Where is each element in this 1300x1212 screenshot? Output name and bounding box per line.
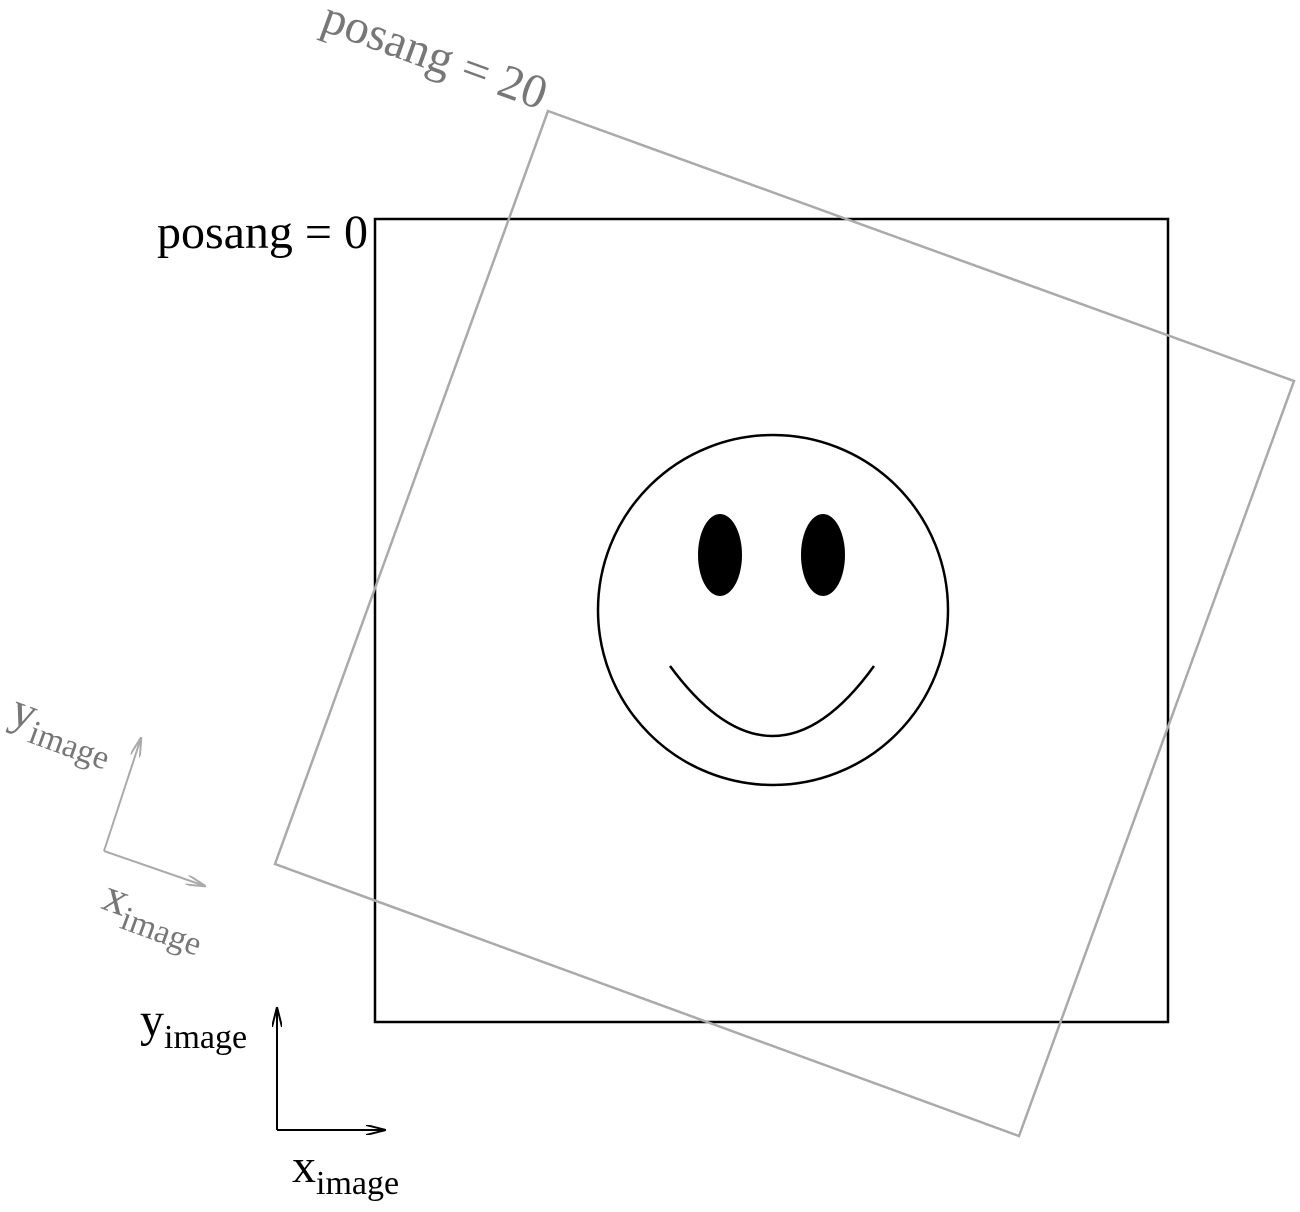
rotated-axes: yimage ximage — [1, 683, 215, 963]
left-eye — [698, 514, 742, 596]
right-eye — [801, 514, 845, 596]
upright-frame — [373, 217, 1170, 1024]
rotated-x-axis-arrow — [103, 850, 205, 886]
upright-x-axis-label: ximage — [292, 1140, 399, 1202]
rotated-frame — [273, 109, 1296, 1138]
upright-axes: yimage ximage — [140, 994, 399, 1202]
upright-frame-label: posang = 0 — [157, 206, 368, 259]
rotated-y-axis-label: yimage — [1, 683, 123, 778]
smiley-face-icon — [596, 433, 950, 787]
rotated-y-axis-arrow — [103, 738, 141, 852]
rotated-frame-label: posang = 20 — [315, 0, 554, 120]
smile-mouth — [668, 665, 876, 738]
upright-y-axis-label: yimage — [140, 994, 247, 1056]
face-outline — [596, 433, 950, 787]
